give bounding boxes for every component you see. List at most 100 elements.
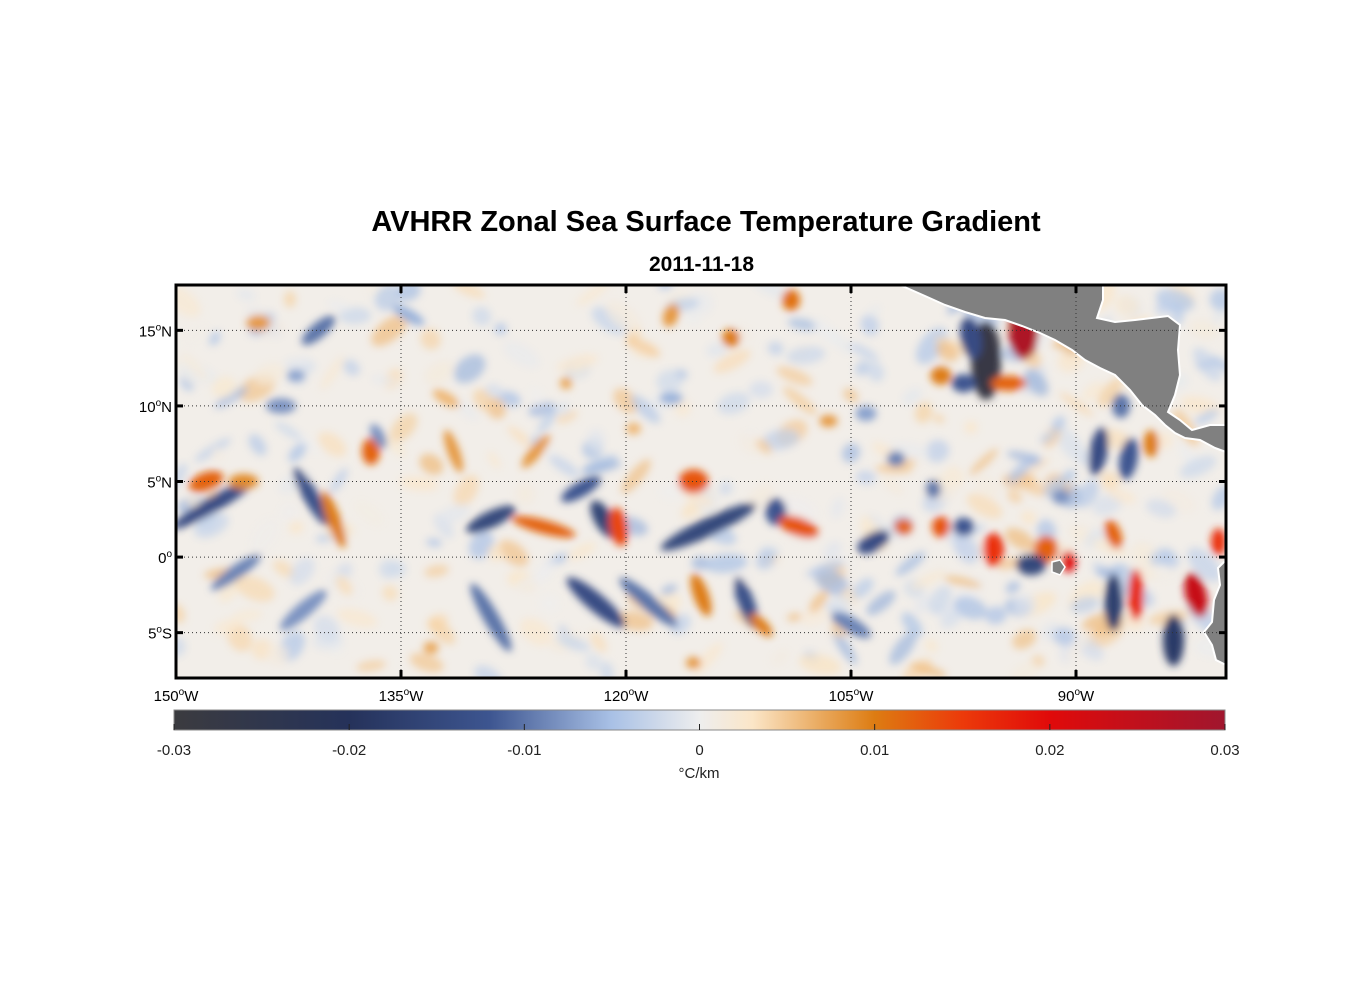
background-texture-patch: [289, 557, 315, 586]
background-texture-patch: [248, 434, 267, 456]
background-texture-patch: [625, 336, 661, 358]
background-texture-patch: [936, 342, 959, 362]
background-texture-patch: [338, 307, 372, 325]
background-texture-patch: [1193, 347, 1222, 382]
gradient-feature: [188, 470, 224, 493]
background-texture-patch: [249, 517, 281, 555]
background-texture-patch: [756, 438, 772, 454]
colorbar: -0.03 -0.02 -0.01 0 0.01 0.02 0.03 °C/km: [157, 709, 1240, 782]
background-texture-patch: [556, 410, 578, 424]
background-texture-patch: [487, 451, 501, 469]
gradient-feature: [990, 375, 1027, 391]
background-texture-patch: [843, 388, 859, 403]
background-texture-patch: [419, 453, 444, 475]
axis-ticks: [174, 285, 1226, 678]
gradient-feature: [659, 392, 683, 405]
colorbar-tick-label: -0.03: [157, 742, 191, 759]
background-texture-patch: [1013, 594, 1036, 616]
background-texture-patch: [288, 442, 307, 463]
background-texture-patch: [1024, 369, 1049, 397]
background-texture-patch: [940, 610, 962, 629]
colorbar-bar: [174, 710, 1225, 730]
background-texture-patch: [1149, 547, 1173, 566]
background-texture-patch: [895, 551, 926, 576]
background-texture-patch: [313, 615, 340, 642]
background-texture-patch: [660, 584, 678, 596]
gradient-feature: [1104, 573, 1123, 632]
background-texture-patch: [1210, 355, 1226, 373]
central-america-landmass: [899, 285, 1226, 454]
background-texture-patch: [613, 388, 639, 414]
gradient-feature: [228, 473, 259, 490]
background-texture-patch: [616, 611, 654, 631]
background-texture-patch: [1006, 451, 1043, 464]
gradient-feature: [301, 315, 336, 346]
gradient-feature: [1128, 569, 1144, 621]
background-texture-patch: [388, 560, 407, 578]
background-texture-patch: [703, 553, 748, 573]
background-texture-patch: [910, 663, 947, 678]
gradient-feature: [432, 389, 460, 408]
background-texture-patch: [424, 360, 455, 385]
background-texture-patch: [786, 346, 826, 365]
background-texture-patch: [954, 535, 980, 564]
lon-tick-label: 90oW: [1058, 687, 1095, 705]
lon-tick-label: 135oW: [379, 687, 425, 705]
background-texture-patch: [717, 392, 750, 415]
background-texture-patch: [585, 653, 602, 671]
background-texture-patch: [284, 290, 296, 308]
gradient-feature: [1052, 489, 1070, 505]
gradient-feature: [176, 479, 256, 530]
background-texture-patch: [514, 571, 553, 589]
background-texture-patch: [855, 470, 877, 485]
background-texture-patch: [283, 358, 299, 368]
gradient-feature: [211, 554, 261, 591]
gradient-feature: [470, 583, 512, 652]
background-texture-patch: [320, 355, 345, 391]
background-texture-patch: [337, 608, 378, 628]
background-texture-patch: [889, 631, 917, 665]
background-texture-patch: [674, 399, 692, 417]
background-texture-patch: [426, 538, 442, 547]
background-texture-patch: [848, 342, 879, 361]
background-texture-patch: [318, 431, 347, 457]
background-texture-patch: [718, 481, 733, 496]
background-texture-patch: [213, 618, 241, 635]
gradient-feature: [362, 437, 380, 465]
background-texture-patch: [966, 493, 1003, 519]
background-texture-patch: [556, 634, 591, 652]
gradient-feature: [392, 304, 425, 326]
background-texture-patch: [739, 433, 761, 455]
background-texture-patch: [538, 594, 560, 613]
gradient-feature: [1088, 427, 1109, 476]
background-texture-patch: [747, 484, 774, 509]
lat-tick-label: 10oN: [139, 398, 172, 416]
colorbar-tick-label: -0.01: [507, 742, 541, 759]
gradient-feature: [560, 377, 572, 390]
background-texture-patch: [1007, 489, 1023, 504]
colorbar-unit-label: °C/km: [679, 765, 720, 782]
background-texture-patch: [503, 341, 540, 368]
gradient-feature: [511, 516, 576, 538]
background-texture-patch: [901, 612, 923, 638]
gradient-feature: [1184, 572, 1208, 617]
background-texture-patch: [390, 413, 418, 442]
gradient-feature: [1118, 437, 1139, 480]
background-texture-patch: [488, 544, 504, 562]
background-texture-patch: [1189, 319, 1219, 339]
gradient-feature: [782, 289, 800, 311]
background-texture-patch: [693, 642, 723, 675]
background-texture-patch: [914, 594, 931, 614]
background-texture-patch: [809, 590, 829, 613]
background-texture-patch: [497, 390, 521, 407]
colorbar-tick-label: 0.03: [1210, 742, 1239, 759]
gradient-feature: [932, 516, 950, 538]
lon-tick-label: 120oW: [604, 687, 650, 705]
background-texture-patch: [855, 360, 870, 376]
background-texture-patch: [581, 460, 622, 474]
gradient-feature: [369, 424, 388, 449]
gradient-feature: [660, 503, 757, 551]
background-texture-patch: [557, 401, 571, 417]
background-texture-patch: [964, 420, 978, 434]
background-texture-patch: [1114, 295, 1140, 317]
